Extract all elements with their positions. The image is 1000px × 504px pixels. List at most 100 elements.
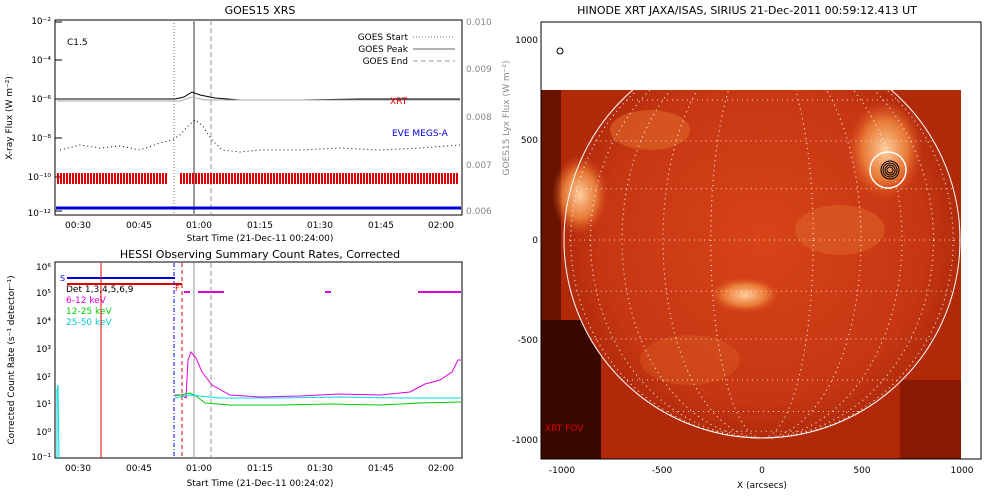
xrt-fov-label: XRT FOV xyxy=(545,424,584,434)
hessi-ytick: 10¹ xyxy=(36,400,51,410)
eve-coverage-label: EVE MEGS-A xyxy=(392,129,449,139)
goes-xlabel: Start Time (21-Dec-11 00:24:00) xyxy=(187,234,334,244)
goes-ytick-right: 0.008 xyxy=(466,113,492,123)
goes-xticks: 00:30 00:45 01:00 01:15 01:30 01:45 02:0… xyxy=(65,221,454,231)
goes-xtick: 02:00 xyxy=(428,221,454,231)
xrt-coverage-bars xyxy=(57,173,458,184)
hessi-ytick: 10⁰ xyxy=(36,428,51,438)
xrt-ytick: -1000 xyxy=(512,436,538,446)
goes-class-label: C1.5 xyxy=(67,38,88,48)
goes-ytick-right: 0.010 xyxy=(466,18,492,28)
xrt-image-title: HINODE XRT JAXA/ISAS, SIRIUS 21-Dec-2011… xyxy=(577,4,917,17)
goes-ytick-left: 10⁻¹² xyxy=(28,209,52,219)
goes-xtick: 00:45 xyxy=(126,221,152,231)
legend-goes-peak-label: GOES Peak xyxy=(358,45,408,55)
xrt-xlabel: X (arcsecs) xyxy=(737,481,787,491)
hessi-ytick: 10³ xyxy=(36,345,51,355)
xrt-dark-lower-right xyxy=(900,380,961,459)
goes-panel: GOES15 XRS 10⁻² 10⁻⁴ 10⁻⁶ 10⁻⁸ 10⁻¹⁰ 10⁻… xyxy=(5,4,512,244)
hessi-xtick: 01:45 xyxy=(368,464,394,474)
hessi-legend: Det 1,3,4,5,6,9 6-12 keV 12-25 keV 25-50… xyxy=(66,285,134,328)
goes-ytick-left: 10⁻⁸ xyxy=(31,134,51,144)
goes-title: GOES15 XRS xyxy=(225,4,296,17)
longitude-line xyxy=(662,90,862,439)
xrt-coverage-label: XRT xyxy=(390,97,408,107)
hessi-legend-det: Det 1,3,4,5,6,9 xyxy=(66,285,134,295)
xrt-plot-frame xyxy=(540,21,982,460)
xrt-image-panel: HINODE XRT JAXA/ISAS, SIRIUS 21-Dec-2011… xyxy=(512,4,982,491)
xrt-ytick: -500 xyxy=(518,336,539,346)
hessi-legend-25-50: 25-50 keV xyxy=(66,318,112,328)
hessi-25-50-early-spike xyxy=(56,384,60,459)
hessi-12-25-curve xyxy=(174,392,462,406)
xrt-xtick: -500 xyxy=(652,466,673,476)
goes-xtick: 00:30 xyxy=(65,221,91,231)
goes-xtick: 01:30 xyxy=(307,221,333,231)
xrt-ytick: 500 xyxy=(521,136,538,146)
hessi-title: HESSI Observing Summary Count Rates, Cor… xyxy=(120,248,400,261)
goes-ytick-right: 0.006 xyxy=(466,207,492,217)
hessi-xticks: 00:30 00:45 01:00 01:15 01:30 01:45 02:0… xyxy=(65,464,454,474)
hessi-ylabel: Corrected Count Rate (s⁻¹ detector⁻¹) xyxy=(7,275,17,444)
goes-xtick: 01:45 xyxy=(368,221,394,231)
hessi-ytick: 10² xyxy=(36,373,51,383)
goes-ytick-left: 10⁻² xyxy=(31,17,51,27)
xrt-xticks: -1000 -500 0 500 1000 xyxy=(549,466,974,476)
diffuse-region-south xyxy=(640,335,740,385)
hessi-25-50-curve xyxy=(174,394,461,399)
hessi-6-12-curve xyxy=(175,351,461,399)
hessi-ytick: 10⁵ xyxy=(36,289,51,299)
goes-xtick: 01:00 xyxy=(186,221,212,231)
goes-yticks-left: 10⁻² 10⁻⁴ 10⁻⁶ 10⁻⁸ 10⁻¹⁰ 10⁻¹² xyxy=(28,17,52,219)
xrt-ytick: 0 xyxy=(532,236,538,246)
longitude-line xyxy=(621,90,903,439)
hessi-xtick: 01:30 xyxy=(307,464,333,474)
xrt-xtick: 500 xyxy=(853,466,870,476)
xrt-left-strip xyxy=(541,90,561,320)
hessi-plot-frame xyxy=(54,261,463,459)
xrt-image: XRT FOV xyxy=(541,90,961,459)
solar-limb xyxy=(563,90,961,439)
goes-ytick-right: 0.009 xyxy=(466,65,492,75)
goes-xtick: 01:15 xyxy=(247,221,273,231)
goes-yticks-right: 0.010 0.009 0.008 0.007 0.006 xyxy=(466,18,492,217)
goes-legend: GOES Start GOES Peak GOES End xyxy=(358,33,455,67)
hessi-s-label: S xyxy=(60,274,65,283)
hessi-ytick: 10⁻¹ xyxy=(31,453,51,463)
goes-plot-frame xyxy=(54,19,463,216)
diffuse-region-west xyxy=(795,205,885,255)
xrt-yticks: 1000 500 0 -500 -1000 xyxy=(512,36,538,446)
legend-goes-end-label: GOES End xyxy=(363,57,408,67)
hessi-ytick: 10⁴ xyxy=(36,317,51,327)
goes-long-secondary-curve xyxy=(57,96,460,102)
flare-location-circle xyxy=(869,151,907,189)
goes-ytick-right: 0.007 xyxy=(466,161,492,171)
hessi-xtick: 01:00 xyxy=(186,464,212,474)
hessi-xlabel: Start Time (21-Dec-11 00:24:02) xyxy=(187,479,334,489)
active-region-east xyxy=(552,155,608,235)
solar-disk xyxy=(564,90,960,438)
goes-short-curve xyxy=(59,119,461,153)
goes-long-curve xyxy=(57,91,460,101)
hessi-xtick: 02:00 xyxy=(428,464,454,474)
hessi-xtick: 00:45 xyxy=(126,464,152,474)
hessi-xtick: 01:15 xyxy=(247,464,273,474)
goes-ytick-left: 10⁻⁶ xyxy=(31,95,51,105)
goes-ytick-left: 10⁻¹⁰ xyxy=(28,173,52,183)
flare-contours xyxy=(880,160,900,180)
goes-ylabel-left: X-ray Flux (W m⁻²) xyxy=(5,76,15,160)
hessi-panel: HESSI Observing Summary Count Rates, Cor… xyxy=(7,248,463,489)
hessi-xtick: 00:30 xyxy=(65,464,91,474)
hessi-yticks: 10⁶ 10⁵ 10⁴ 10³ 10² 10¹ 10⁰ 10⁻¹ xyxy=(31,263,51,463)
goes-ylabel-right: GOES15 Lyx Flux (W m⁻²) xyxy=(502,61,512,176)
xrt-ytick: 1000 xyxy=(515,36,538,46)
xrt-dark-corner xyxy=(541,320,601,459)
active-region-northwest xyxy=(847,100,923,200)
goes-ytick-left: 10⁻⁴ xyxy=(31,56,51,66)
hessi-f-label: F xyxy=(175,284,180,293)
hessi-legend-12-25: 12-25 keV xyxy=(66,307,112,317)
xrt-xtick: -1000 xyxy=(549,466,575,476)
xrt-xtick: 1000 xyxy=(951,466,974,476)
